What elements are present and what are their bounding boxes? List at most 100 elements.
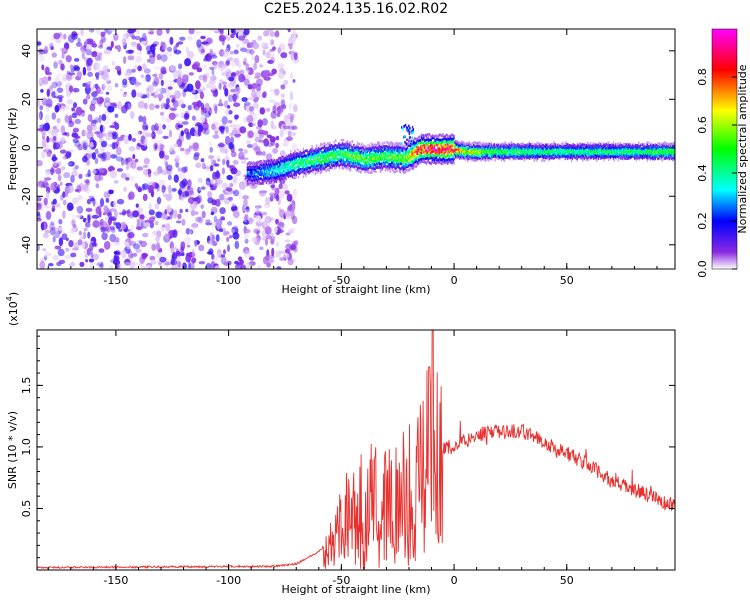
noise-blob (229, 50, 234, 55)
noise-blob (62, 74, 67, 83)
noise-blob (156, 196, 162, 205)
noise-blob (287, 43, 293, 47)
ridge-cell (541, 149, 544, 153)
noise-blob (286, 117, 294, 126)
noise-blob (70, 252, 77, 258)
ridge-cell (301, 151, 304, 155)
ridge-cell (449, 138, 451, 141)
noise-blob (209, 232, 214, 241)
noise-blob (214, 265, 221, 269)
ridge-cell (265, 162, 267, 166)
noise-blob (140, 240, 147, 248)
ridge-cell (312, 168, 315, 172)
ridge-cell (380, 145, 383, 149)
ridge-cell (341, 166, 343, 170)
ridge-cell (565, 157, 567, 160)
ridge-cell (457, 151, 459, 154)
ridge-cell (379, 145, 381, 149)
ridge-cell (481, 143, 483, 147)
noise-blob (208, 140, 212, 148)
ridge-cell (276, 172, 278, 176)
noise-blob (158, 179, 166, 187)
ridge-cell (504, 145, 507, 148)
ridge-cell (335, 163, 337, 166)
ridge-cell (559, 154, 562, 158)
ridge-cell (307, 166, 309, 170)
ridge-cell (346, 159, 348, 162)
ridge-cell (276, 164, 278, 168)
noise-blob (179, 171, 185, 180)
ridge-cell (363, 148, 365, 152)
ridge-cell (522, 145, 524, 148)
ridge-cell (377, 166, 379, 169)
ridge-cell (553, 141, 555, 144)
noise-blob (63, 33, 67, 40)
ridge-cell (459, 155, 462, 159)
ridge-cell (409, 168, 411, 171)
ridge-cell (526, 150, 529, 154)
ridge-cell (331, 167, 334, 170)
ridge-cell (544, 156, 546, 159)
ridge-cell (354, 149, 356, 152)
noise-blob (108, 216, 114, 220)
ridge-cell (328, 153, 331, 156)
ridge-cell (435, 154, 437, 157)
ridge-cell (324, 165, 327, 169)
noise-blob (142, 193, 148, 202)
ridge-cell (364, 154, 366, 157)
ridge-cell (410, 160, 412, 163)
ridge-cell (397, 151, 399, 154)
ridge-cell (440, 134, 443, 137)
noise-blob (234, 133, 242, 137)
noise-blob (218, 82, 222, 90)
noise-blob (246, 115, 254, 124)
ridge-cell (320, 161, 323, 165)
ridge-cell (286, 165, 289, 168)
ridge-cell (482, 141, 484, 145)
ridge-cell (447, 145, 450, 149)
noise-blob (76, 205, 83, 214)
ridge-cell (251, 171, 253, 175)
ridge-cell (329, 152, 331, 156)
ridge-cell (344, 165, 346, 169)
ridge-cell (405, 153, 407, 156)
ridge-cell (484, 150, 486, 153)
ridge-cell (341, 163, 343, 166)
noise-blob (70, 174, 75, 183)
noise-blob (225, 68, 232, 74)
ridge-cell (342, 149, 345, 153)
ridge-cell (494, 152, 496, 155)
ridge-cell (441, 148, 443, 151)
ridge-cell (466, 157, 469, 160)
ridge-cell (384, 155, 386, 159)
ridge-cell (486, 156, 488, 160)
noise-blob (285, 210, 291, 217)
ridge-cell (274, 166, 276, 169)
noise-blob (92, 169, 97, 174)
noise-blob (246, 144, 253, 148)
ridge-cell (473, 150, 476, 153)
noise-blob (209, 48, 213, 56)
ridge-cell (426, 156, 428, 159)
ridge-cell (348, 157, 350, 161)
noise-blob (45, 106, 50, 113)
noise-blob (205, 53, 211, 61)
ridge-cell (491, 144, 493, 148)
ridge-cell (531, 151, 533, 155)
ridge-cell (452, 148, 454, 152)
ridge-cell (436, 147, 439, 151)
noise-blob (188, 261, 191, 269)
ridge-cell (562, 145, 564, 149)
ridge-cell (395, 148, 397, 152)
ridge-cell (446, 146, 448, 150)
ridge-cell (464, 149, 466, 153)
noise-blob (264, 255, 270, 261)
ridge-cell (354, 162, 356, 166)
ridge-cell (369, 166, 371, 169)
ridge-cell (257, 161, 260, 164)
ridge-cell (516, 144, 518, 148)
ridge-cell (430, 156, 432, 160)
ridge-cell (318, 158, 320, 162)
noise-blob (85, 188, 91, 194)
ridge-cell (514, 151, 517, 154)
